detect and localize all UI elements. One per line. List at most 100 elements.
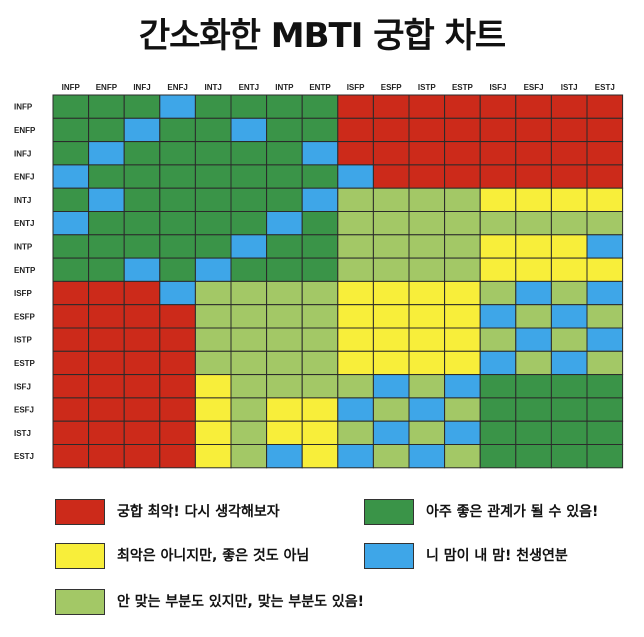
cell-enfj-istj (550, 164, 588, 189)
cell-enfj-isfp (337, 164, 374, 189)
cell-intp-enfp (88, 234, 125, 259)
cell-isfp-isfp (337, 280, 374, 306)
cell-enfp-isfp (337, 117, 374, 143)
cell-infj-infp (52, 141, 90, 166)
cell-istp-intj (194, 327, 232, 352)
cell-isfj-enfj (159, 374, 196, 399)
cell-isfj-intj (194, 374, 232, 399)
cell-estj-esfp (372, 444, 410, 469)
column-label-intp: INTP (275, 83, 294, 92)
cell-istj-estp (444, 420, 481, 446)
cell-estj-estp (444, 444, 481, 469)
cell-infp-entj (230, 94, 268, 119)
cell-intp-enfj (159, 234, 196, 259)
row-label-infj: INFJ (14, 149, 31, 158)
cell-istp-istj (550, 327, 588, 352)
cell-esfj-enfp (88, 397, 125, 422)
row-label-enfj: ENFJ (14, 173, 34, 182)
row-label-infp: INFP (14, 103, 33, 112)
cell-esfp-enfj (159, 304, 196, 329)
column-label-entj: ENTJ (239, 83, 259, 92)
cell-intp-esfj (515, 234, 552, 259)
cell-esfj-entj (230, 397, 268, 422)
cell-isfp-entj (230, 280, 268, 306)
cell-infp-esfp (372, 94, 410, 119)
cell-estp-entp (301, 350, 339, 376)
column-label-estj: ESTJ (595, 83, 615, 92)
cell-estp-intj (194, 350, 232, 376)
cell-enfp-infj (123, 117, 161, 143)
cell-enfp-entj (230, 117, 268, 143)
cell-enfp-enfp (88, 117, 125, 143)
cell-estp-entj (230, 350, 268, 376)
cell-enfj-esfp (372, 164, 410, 189)
cell-enfp-esfp (372, 117, 410, 143)
cell-enfp-istp (408, 117, 446, 143)
cell-esfj-intp (266, 397, 303, 422)
cell-estj-enfj (159, 444, 196, 469)
cell-infj-isfj (479, 141, 517, 166)
cell-esfp-esfj (515, 304, 552, 329)
cell-intj-estj (586, 187, 624, 212)
cell-esfp-entj (230, 304, 268, 329)
cell-istj-infj (123, 420, 161, 446)
cell-enfp-enfj (159, 117, 196, 143)
cell-istj-entp (301, 420, 339, 446)
column-label-intj: INTJ (205, 83, 222, 92)
cell-esfp-entp (301, 304, 339, 329)
cell-entj-entp (301, 211, 339, 236)
cell-intp-entp (301, 234, 339, 259)
column-label-isfp: ISFP (347, 83, 365, 92)
cell-enfj-istp (408, 164, 446, 189)
cell-intp-esfp (372, 234, 410, 259)
cell-entj-estp (444, 211, 481, 236)
cell-istp-estp (444, 327, 481, 352)
cell-enfj-entp (301, 164, 339, 189)
cell-intj-estp (444, 187, 481, 212)
row-label-enfp: ENFP (14, 126, 36, 135)
cell-entp-istj (550, 257, 588, 282)
cell-isfp-infp (52, 280, 90, 306)
cell-entj-enfp (88, 211, 125, 236)
cell-infj-enfp (88, 141, 125, 166)
cell-intj-enfp (88, 187, 125, 212)
cell-estp-esfp (372, 350, 410, 376)
cell-isfp-intj (194, 280, 232, 306)
cell-enfj-enfp (88, 164, 125, 189)
cell-infj-entp (301, 141, 339, 166)
cell-enfj-infj (123, 164, 161, 189)
legend-swatch-yellow (55, 543, 105, 569)
cell-intj-intp (266, 187, 303, 212)
cell-isfj-intp (266, 374, 303, 399)
column-label-enfp: ENFP (96, 83, 118, 92)
cell-infj-enfj (159, 141, 196, 166)
cell-intj-intj (194, 187, 232, 212)
cell-entj-infj (123, 211, 161, 236)
cell-istp-istp (408, 327, 446, 352)
cell-esfj-intj (194, 397, 232, 422)
legend-label: 니 맘이 내 맘! 천생연분 (426, 548, 568, 564)
cell-enfj-infp (52, 164, 90, 189)
column-label-isfj: ISFJ (490, 83, 507, 92)
cell-entp-estj (586, 257, 624, 282)
cell-istp-entj (230, 327, 268, 352)
cell-intj-entp (301, 187, 339, 212)
row-label-istp: ISTP (14, 336, 32, 345)
cell-isfj-estp (444, 374, 481, 399)
cell-enfp-entp (301, 117, 339, 143)
cell-infj-esfj (515, 141, 552, 166)
cell-entp-esfp (372, 257, 410, 282)
cell-enfj-intp (266, 164, 303, 189)
cell-enfj-intj (194, 164, 232, 189)
cell-enfp-istj (550, 117, 588, 143)
legend-label: 궁합 최악! 다시 생각해보자 (117, 504, 280, 520)
cell-intp-intp (266, 234, 303, 259)
cell-estp-isfj (479, 350, 517, 376)
cell-esfj-isfp (337, 397, 374, 422)
cell-estp-infj (123, 350, 161, 376)
cell-esfj-infp (52, 397, 90, 422)
cell-infj-esfp (372, 141, 410, 166)
cell-intp-isfp (337, 234, 374, 259)
legend-label: 안 맞는 부분도 있지만, 맞는 부분도 있음! (117, 594, 365, 610)
cell-infp-intj (194, 94, 232, 119)
